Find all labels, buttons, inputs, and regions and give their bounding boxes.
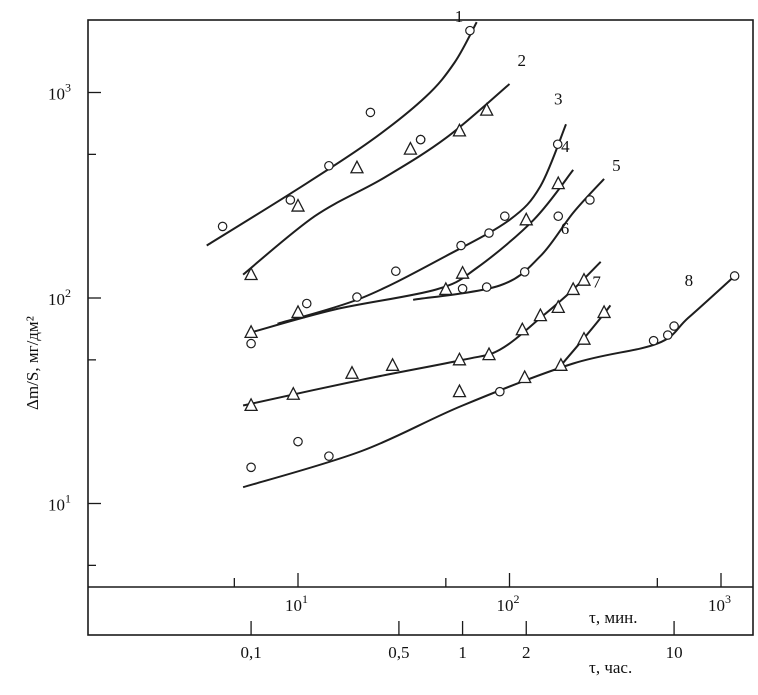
data-point-2: [290, 198, 306, 212]
plot-frame: [87, 19, 754, 636]
data-point-8: [648, 335, 659, 346]
y-axis-label: Δm/S, мг/дм²: [23, 316, 42, 410]
series-curve-2: [242, 83, 511, 276]
data-point-2: [403, 141, 418, 155]
series-curve-6: [242, 261, 602, 407]
y-axis: 101 102 103: [48, 81, 101, 567]
data-point-2: [349, 159, 365, 174]
data-point-5: [519, 267, 530, 277]
series-curve-5: [412, 178, 605, 301]
x-axis-hours: 0,1 0,5 1 2 10: [240, 621, 683, 662]
data-point-2: [244, 266, 259, 281]
y-tick-label: 102: [48, 286, 71, 309]
data-point-7: [517, 369, 532, 384]
data-point-5: [553, 211, 564, 222]
data-point-2: [479, 102, 494, 116]
curves: [206, 21, 736, 489]
data-point-8: [495, 386, 505, 397]
x-tick-label-hours: 1: [458, 643, 467, 662]
data-point-6: [452, 351, 467, 366]
data-point-6: [533, 307, 548, 322]
data-point-6: [481, 346, 497, 361]
data-point-5: [585, 195, 595, 205]
curve-labels: 1 2 3 4 5 6 7 8: [455, 7, 693, 291]
data-point-1: [285, 195, 296, 205]
data-point-6: [286, 386, 301, 400]
data-point-3: [301, 298, 312, 309]
data-point-5: [457, 283, 468, 294]
data-point-5: [481, 282, 492, 292]
data-point-6: [566, 281, 581, 296]
data-point-3: [484, 228, 494, 238]
data-point-6: [576, 272, 592, 286]
data-point-8: [293, 436, 303, 447]
data-point-7: [576, 331, 592, 345]
data-point-3: [352, 292, 362, 302]
data-point-1: [324, 160, 334, 171]
data-point-3: [499, 211, 510, 222]
data-point-1: [217, 221, 228, 232]
x-tick-label-minutes: 101: [285, 592, 308, 615]
data-point-4: [551, 175, 566, 190]
data-point-1: [415, 134, 426, 145]
data-point-3: [456, 240, 466, 251]
curve-label-3: 3: [554, 89, 563, 108]
data-point-4: [438, 281, 453, 296]
curve-label-6: 6: [561, 219, 570, 238]
x-tick-label-minutes: 102: [497, 592, 520, 615]
data-point-7: [597, 304, 612, 319]
data-point-4: [244, 324, 259, 339]
data-point-8: [729, 271, 740, 281]
series-curve-8: [242, 275, 736, 489]
data-point-6: [551, 299, 566, 314]
series-curve-3: [277, 123, 567, 325]
curve-label-2: 2: [518, 51, 527, 70]
x-tick-label-minutes: 103: [708, 592, 731, 615]
x-tick-label-hours: 0,5: [388, 643, 409, 662]
x-axis-label-minutes: τ, мин.: [589, 608, 638, 627]
data-point-6: [344, 365, 360, 379]
curve-label-7: 7: [592, 272, 601, 291]
curve-label-8: 8: [685, 271, 694, 290]
data-point-2: [452, 122, 467, 137]
data-point-1: [465, 25, 475, 36]
data-point-3: [390, 266, 401, 277]
outer-frame: [87, 19, 754, 636]
data-point-3: [552, 139, 563, 150]
curve-label-5: 5: [612, 156, 621, 175]
data-point-1: [365, 107, 376, 118]
curve-label-1: 1: [455, 7, 464, 26]
x-tick-label-hours: 10: [666, 643, 683, 662]
y-tick-label: 101: [48, 492, 71, 515]
data-point-8: [662, 330, 673, 340]
data-point-3: [246, 338, 256, 349]
data-point-8: [246, 462, 256, 473]
data-point-4: [519, 211, 534, 226]
data-point-8: [324, 451, 334, 461]
x-tick-label-hours: 0,1: [240, 643, 261, 662]
data-point-6: [244, 397, 259, 412]
data-point-7: [553, 357, 568, 371]
data-point-7: [452, 383, 467, 398]
curve-label-4: 4: [561, 137, 570, 156]
data-point-6: [515, 321, 530, 336]
data-point-4: [290, 304, 306, 319]
x-axis-minutes: 101 102 103: [233, 573, 731, 615]
data-point-8: [669, 321, 679, 331]
x-axis-label-hours: τ, час.: [589, 658, 632, 677]
x-tick-label-hours: 2: [522, 643, 531, 662]
data-point-4: [455, 265, 470, 279]
series-curve-4: [250, 169, 574, 334]
points: [217, 25, 740, 473]
y-tick-label: 103: [48, 81, 71, 104]
data-point-6: [385, 357, 400, 371]
series-curve-1: [206, 21, 478, 247]
